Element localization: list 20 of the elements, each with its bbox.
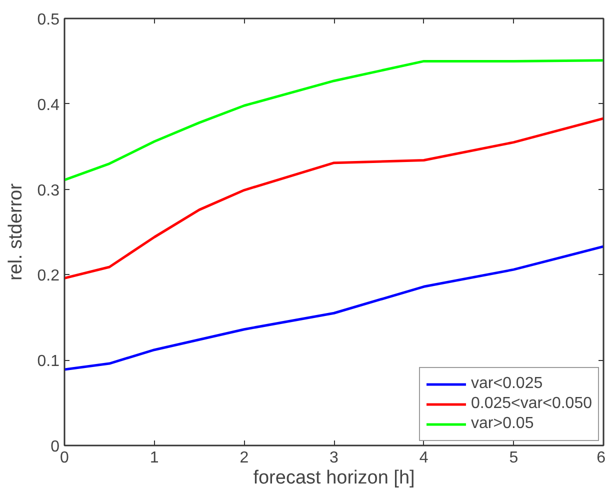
legend-label: 0.025<var<0.050 [471, 395, 592, 413]
line-series [64, 245, 604, 371]
y-tick-label: 0.3 [37, 182, 60, 200]
y-axis-title: rel. stderror [5, 182, 26, 281]
x-tick-label: 3 [330, 450, 339, 466]
y-tick-label: 0.4 [37, 96, 60, 114]
x-tick-label: 4 [419, 450, 428, 466]
y-tick-label: 0.1 [37, 353, 60, 370]
x-tick-label: 2 [240, 450, 249, 466]
legend-label: var<0.025 [471, 375, 543, 393]
x-axis-title: forecast horizon [h] [253, 468, 415, 488]
y-tick-label: 0 [50, 438, 60, 456]
y-tick-label: 0.5 [37, 12, 60, 28]
line-series [64, 117, 604, 280]
y-tick-label: 0.2 [37, 268, 60, 285]
line-series [64, 59, 604, 182]
x-tick-label: 5 [509, 450, 518, 466]
x-tick-label: 1 [150, 450, 159, 466]
legend-label: var>0.05 [471, 415, 534, 433]
x-tick-label: 6 [596, 450, 605, 466]
